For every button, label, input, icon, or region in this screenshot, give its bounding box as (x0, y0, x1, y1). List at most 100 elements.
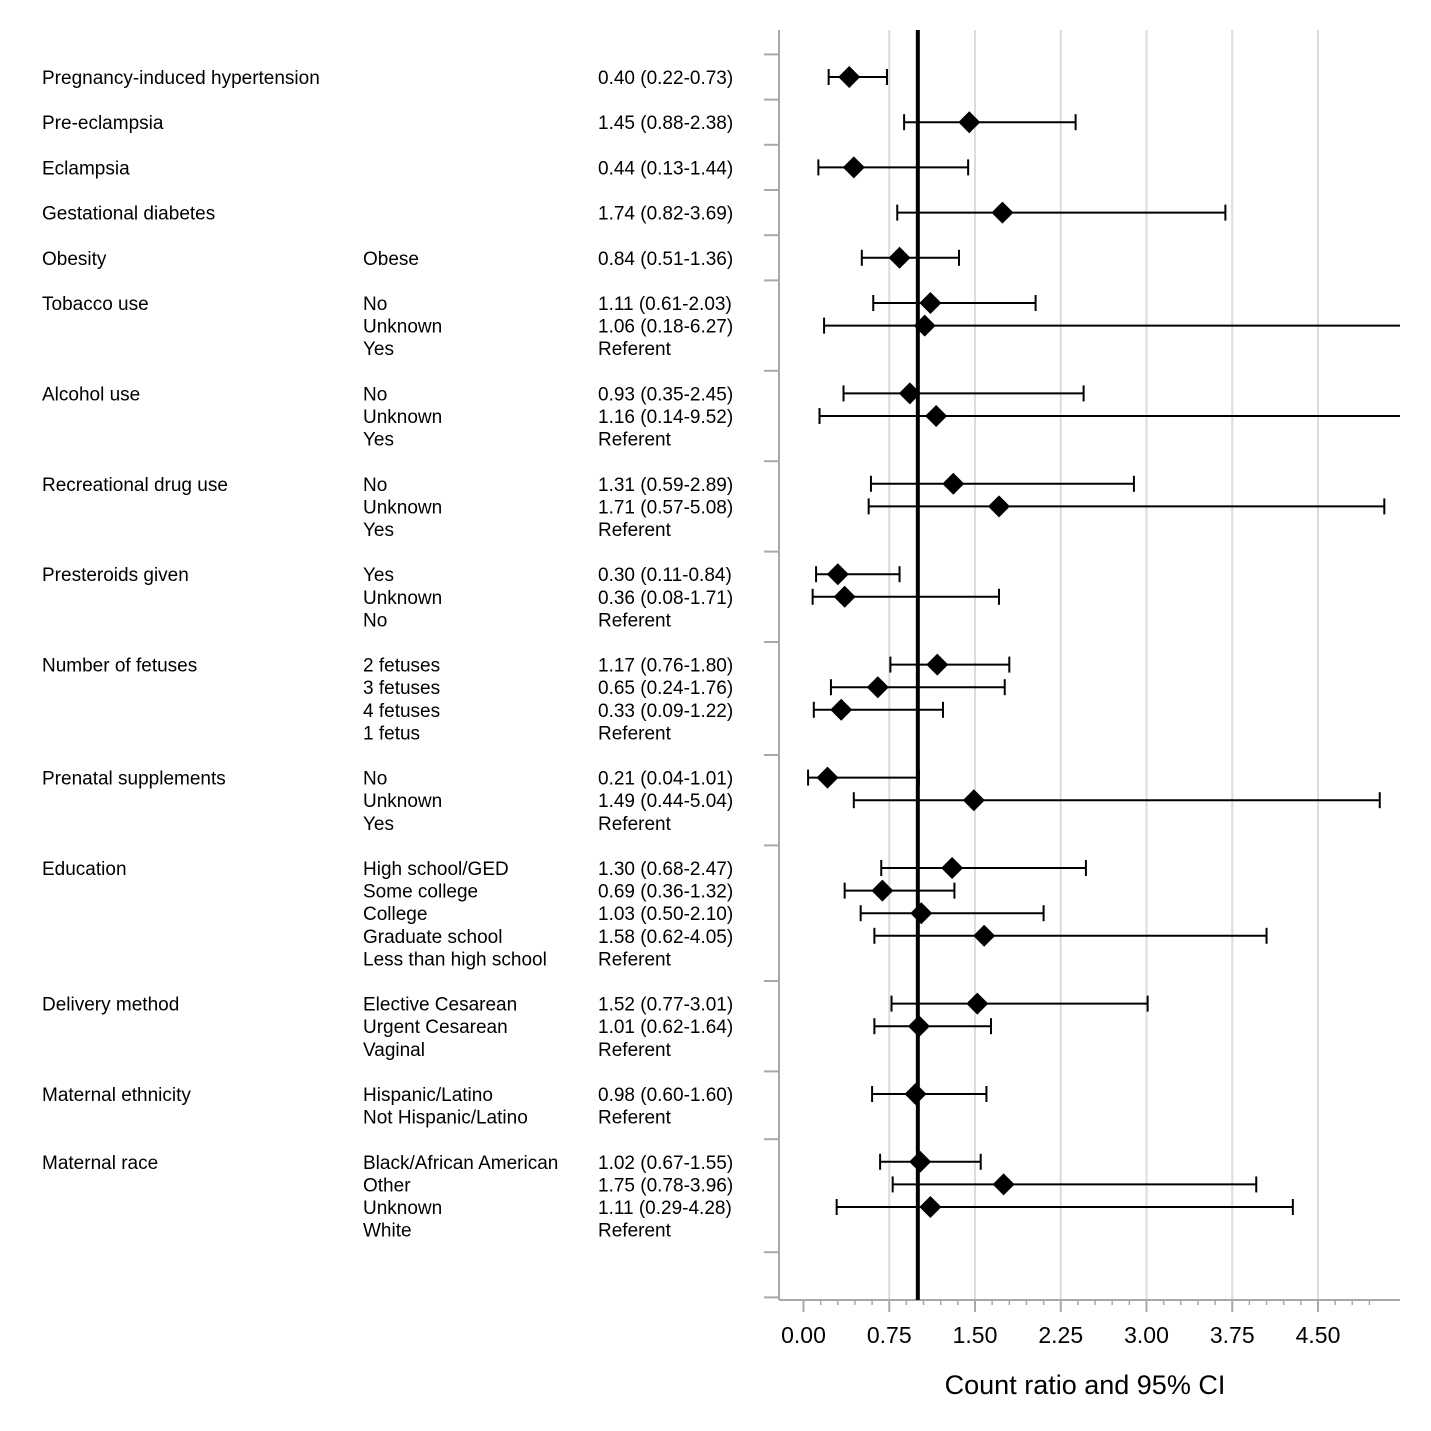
x-tick-label: 3.75 (1210, 1322, 1255, 1348)
level-label: 3 fetuses (363, 678, 440, 699)
level-label: Yes (363, 430, 394, 451)
variable-label: Pregnancy-induced hypertension (42, 68, 320, 89)
level-label: Unknown (363, 407, 442, 428)
estimate-text: 1.16 (0.14-9.52) (598, 407, 733, 428)
level-label: Graduate school (363, 927, 502, 948)
estimate-marker (816, 766, 839, 789)
estimate-marker (988, 495, 1011, 518)
estimate-marker (926, 653, 949, 676)
estimate-marker (973, 924, 996, 947)
plot-axes: 0.00 0.75 1.50 2.25 3.00 3.75 4.50 (764, 30, 1400, 1348)
level-label: Less than high school (363, 949, 547, 970)
level-label: College (363, 904, 427, 925)
estimate-marker (888, 246, 911, 269)
level-label: Unknown (363, 497, 442, 518)
level-label: No (363, 475, 387, 496)
estimate-text: 1.30 (0.68-2.47) (598, 859, 733, 880)
x-tick-label: 0.00 (781, 1322, 826, 1348)
estimate-text: Referent (598, 430, 672, 451)
level-label: No (363, 769, 387, 790)
estimate-text: 0.93 (0.35-2.45) (598, 384, 733, 405)
estimate-text: 1.06 (0.18-6.27) (598, 317, 733, 338)
estimate-text: Referent (598, 1108, 672, 1129)
estimate-marker (898, 382, 921, 405)
x-tick-label: 2.25 (1038, 1322, 1083, 1348)
estimate-text: 0.98 (0.60-1.60) (598, 1085, 733, 1106)
estimate-marker (830, 698, 853, 721)
estimate-text: 1.03 (0.50-2.10) (598, 904, 733, 925)
variable-label: Obesity (42, 249, 107, 270)
estimate-text: Referent (598, 610, 672, 631)
estimate-marker (910, 902, 933, 925)
variable-label: Maternal ethnicity (42, 1085, 191, 1106)
level-label: 4 fetuses (363, 701, 440, 722)
level-label: White (363, 1221, 412, 1242)
estimate-marker (941, 857, 964, 879)
vertical-gridlines (888, 30, 1319, 1300)
level-label: Yes (363, 520, 394, 541)
level-label: Elective Cesarean (363, 995, 517, 1016)
estimate-text: 1.11 (0.29-4.28) (598, 1198, 732, 1219)
variable-label: Tobacco use (42, 294, 149, 315)
estimate-text: 1.49 (0.44-5.04) (598, 791, 733, 812)
estimate-marker (871, 879, 894, 902)
estimate-text: 1.74 (0.82-3.69) (598, 204, 733, 225)
x-tick-label: 0.75 (867, 1322, 912, 1348)
variable-label: Pre-eclampsia (42, 113, 164, 134)
estimate-marker (833, 585, 856, 608)
estimate-marker (942, 472, 965, 495)
level-label: Unknown (363, 1198, 442, 1219)
variable-label: Presteroids given (42, 565, 189, 586)
variable-label: Delivery method (42, 995, 179, 1016)
estimate-text: 0.40 (0.22-0.73) (598, 68, 733, 89)
estimate-text: Referent (598, 520, 672, 541)
level-label: Not Hispanic/Latino (363, 1108, 528, 1129)
level-label: Yes (363, 565, 394, 586)
estimate-marker (962, 789, 985, 812)
level-label: High school/GED (363, 859, 509, 880)
estimate-text: Referent (598, 814, 672, 835)
estimate-text: 0.30 (0.11-0.84) (598, 565, 732, 586)
level-label: Yes (363, 339, 394, 360)
level-label: No (363, 610, 387, 631)
estimate-text: 1.45 (0.88-2.38) (598, 113, 733, 134)
estimate-marker (904, 1083, 927, 1105)
level-label: Unknown (363, 588, 442, 609)
estimate-text: Referent (598, 339, 672, 360)
estimate-marker (842, 156, 865, 179)
estimate-text: 1.75 (0.78-3.96) (598, 1175, 733, 1196)
forest-rows: Pregnancy-induced hypertension 0.40 (0.22… (42, 66, 1400, 1242)
estimate-text: 0.65 (0.24-1.76) (598, 678, 733, 699)
estimate-text: 1.58 (0.62-4.05) (598, 927, 733, 948)
estimate-marker (907, 1015, 930, 1038)
level-label: No (363, 384, 387, 405)
x-tick-label: 3.00 (1124, 1322, 1169, 1348)
x-tick-label: 1.50 (953, 1322, 998, 1348)
level-label: Black/African American (363, 1153, 558, 1174)
estimate-marker (838, 66, 861, 88)
estimate-marker (992, 1173, 1015, 1196)
estimate-text: Referent (598, 1221, 672, 1242)
estimate-marker (919, 292, 942, 314)
level-label: 1 fetus (363, 723, 420, 744)
estimate-text: 0.33 (0.09-1.22) (598, 701, 733, 722)
variable-label: Number of fetuses (42, 656, 197, 677)
estimate-text: 1.11 (0.61-2.03) (598, 294, 732, 315)
level-label: Vaginal (363, 1040, 425, 1061)
variable-label: Prenatal supplements (42, 769, 226, 790)
level-label: Some college (363, 882, 478, 903)
level-label: Unknown (363, 317, 442, 338)
estimate-marker (966, 992, 989, 1015)
level-label: Unknown (363, 791, 442, 812)
level-label: No (363, 294, 387, 315)
estimate-text: Referent (598, 1040, 672, 1061)
estimate-text: Referent (598, 723, 672, 744)
estimate-marker (826, 563, 849, 586)
estimate-marker (866, 676, 889, 699)
estimate-marker (958, 111, 981, 134)
estimate-text: 0.44 (0.13-1.44) (598, 158, 733, 179)
estimate-text: 0.69 (0.36-1.32) (598, 882, 733, 903)
level-label: Yes (363, 814, 394, 835)
estimate-text: 1.01 (0.62-1.64) (598, 1017, 733, 1038)
